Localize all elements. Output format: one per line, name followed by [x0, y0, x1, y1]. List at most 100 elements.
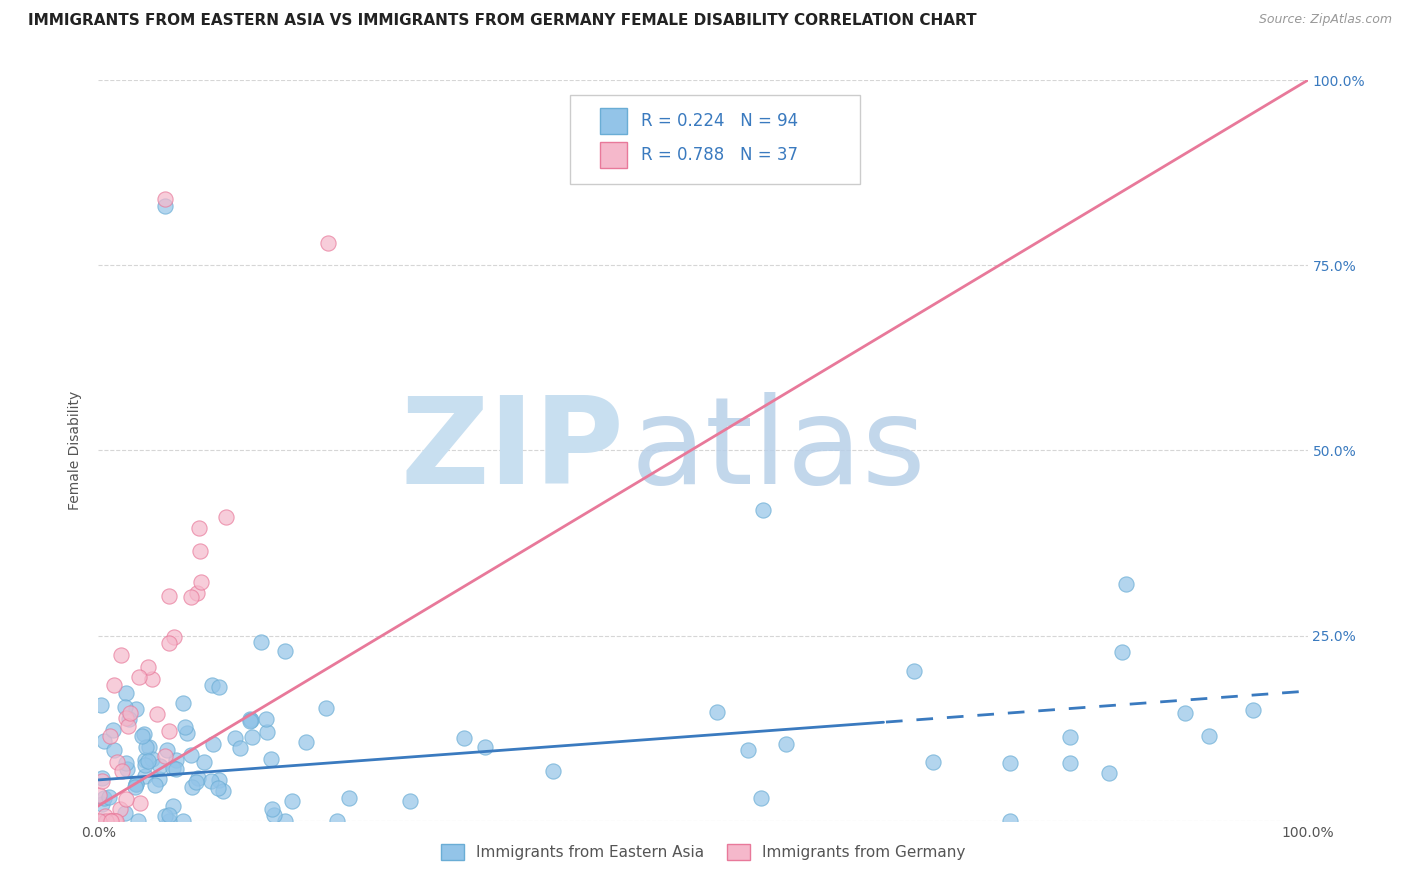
Point: [193, 755, 215, 769]
Point: [94, 814, 117, 828]
Point: [1198, 729, 1220, 743]
Point: [998, 756, 1021, 770]
Point: [124, 777, 146, 791]
Point: [157, 636, 180, 650]
Point: [180, 590, 202, 604]
Point: [115, 686, 138, 700]
Point: [1098, 766, 1121, 780]
Point: [117, 719, 139, 733]
Point: [207, 680, 229, 694]
Point: [125, 777, 148, 791]
Point: [1111, 645, 1133, 659]
Point: [146, 707, 169, 722]
Point: [239, 714, 262, 728]
Text: R = 0.788   N = 37: R = 0.788 N = 37: [641, 145, 799, 164]
Point: [186, 586, 208, 600]
Point: [541, 764, 564, 778]
Point: [134, 769, 156, 783]
Point: [98, 814, 121, 828]
Point: [922, 755, 945, 769]
Point: [174, 721, 197, 735]
Point: [180, 748, 202, 763]
Point: [104, 814, 127, 828]
Point: [295, 735, 318, 749]
Point: [148, 772, 170, 787]
Point: [453, 731, 475, 745]
Point: [315, 700, 337, 714]
Point: [1059, 731, 1081, 745]
Point: [153, 192, 176, 206]
Point: [1241, 703, 1264, 717]
Point: [186, 774, 208, 789]
Point: [998, 814, 1021, 828]
Text: atlas: atlas: [630, 392, 927, 509]
Point: [238, 714, 260, 729]
Point: [134, 758, 156, 772]
Point: [89, 789, 111, 803]
Text: R = 0.224   N = 94: R = 0.224 N = 94: [641, 112, 799, 129]
Point: [316, 236, 339, 251]
Point: [706, 705, 728, 719]
Point: [100, 814, 122, 828]
Point: [153, 749, 176, 764]
Point: [262, 802, 284, 816]
Point: [239, 712, 262, 726]
Point: [263, 808, 285, 822]
Point: [114, 699, 136, 714]
Point: [108, 803, 131, 817]
Point: [93, 791, 115, 805]
Point: [114, 806, 136, 821]
Point: [208, 772, 231, 787]
Point: [274, 643, 297, 657]
Point: [134, 753, 156, 767]
Point: [165, 762, 187, 776]
Point: [91, 774, 114, 789]
Point: [337, 791, 360, 805]
Point: [190, 574, 212, 589]
Point: [260, 752, 283, 766]
Point: [1174, 706, 1197, 721]
Legend: Immigrants from Eastern Asia, Immigrants from Germany: Immigrants from Eastern Asia, Immigrants…: [436, 839, 970, 865]
Point: [242, 730, 264, 744]
FancyBboxPatch shape: [600, 142, 627, 168]
Point: [105, 814, 128, 828]
Point: [202, 737, 225, 751]
Point: [153, 199, 176, 213]
Point: [163, 630, 186, 644]
Text: Source: ZipAtlas.com: Source: ZipAtlas.com: [1258, 13, 1392, 27]
Point: [103, 723, 125, 738]
Point: [1059, 756, 1081, 771]
Point: [1115, 576, 1137, 591]
Point: [155, 809, 177, 823]
Point: [157, 814, 180, 828]
Point: [115, 756, 138, 770]
Point: [775, 737, 797, 751]
Point: [136, 755, 159, 769]
Point: [172, 696, 194, 710]
Point: [132, 727, 155, 741]
Point: [254, 712, 277, 726]
Point: [250, 635, 273, 649]
Point: [737, 742, 759, 756]
Point: [749, 791, 772, 805]
Point: [165, 753, 187, 767]
Point: [207, 780, 229, 795]
Point: [110, 648, 132, 662]
Point: [224, 731, 246, 745]
Point: [125, 702, 148, 716]
Point: [115, 791, 138, 805]
Point: [118, 706, 141, 720]
FancyBboxPatch shape: [600, 108, 627, 134]
Point: [143, 778, 166, 792]
Point: [104, 814, 127, 828]
Point: [136, 659, 159, 673]
Point: [156, 742, 179, 756]
Point: [157, 724, 180, 739]
Point: [190, 544, 212, 558]
Point: [326, 814, 349, 828]
Y-axis label: Female Disability: Female Disability: [69, 391, 83, 510]
Point: [211, 784, 233, 798]
Point: [111, 764, 134, 778]
Point: [141, 752, 163, 766]
Point: [115, 762, 138, 776]
